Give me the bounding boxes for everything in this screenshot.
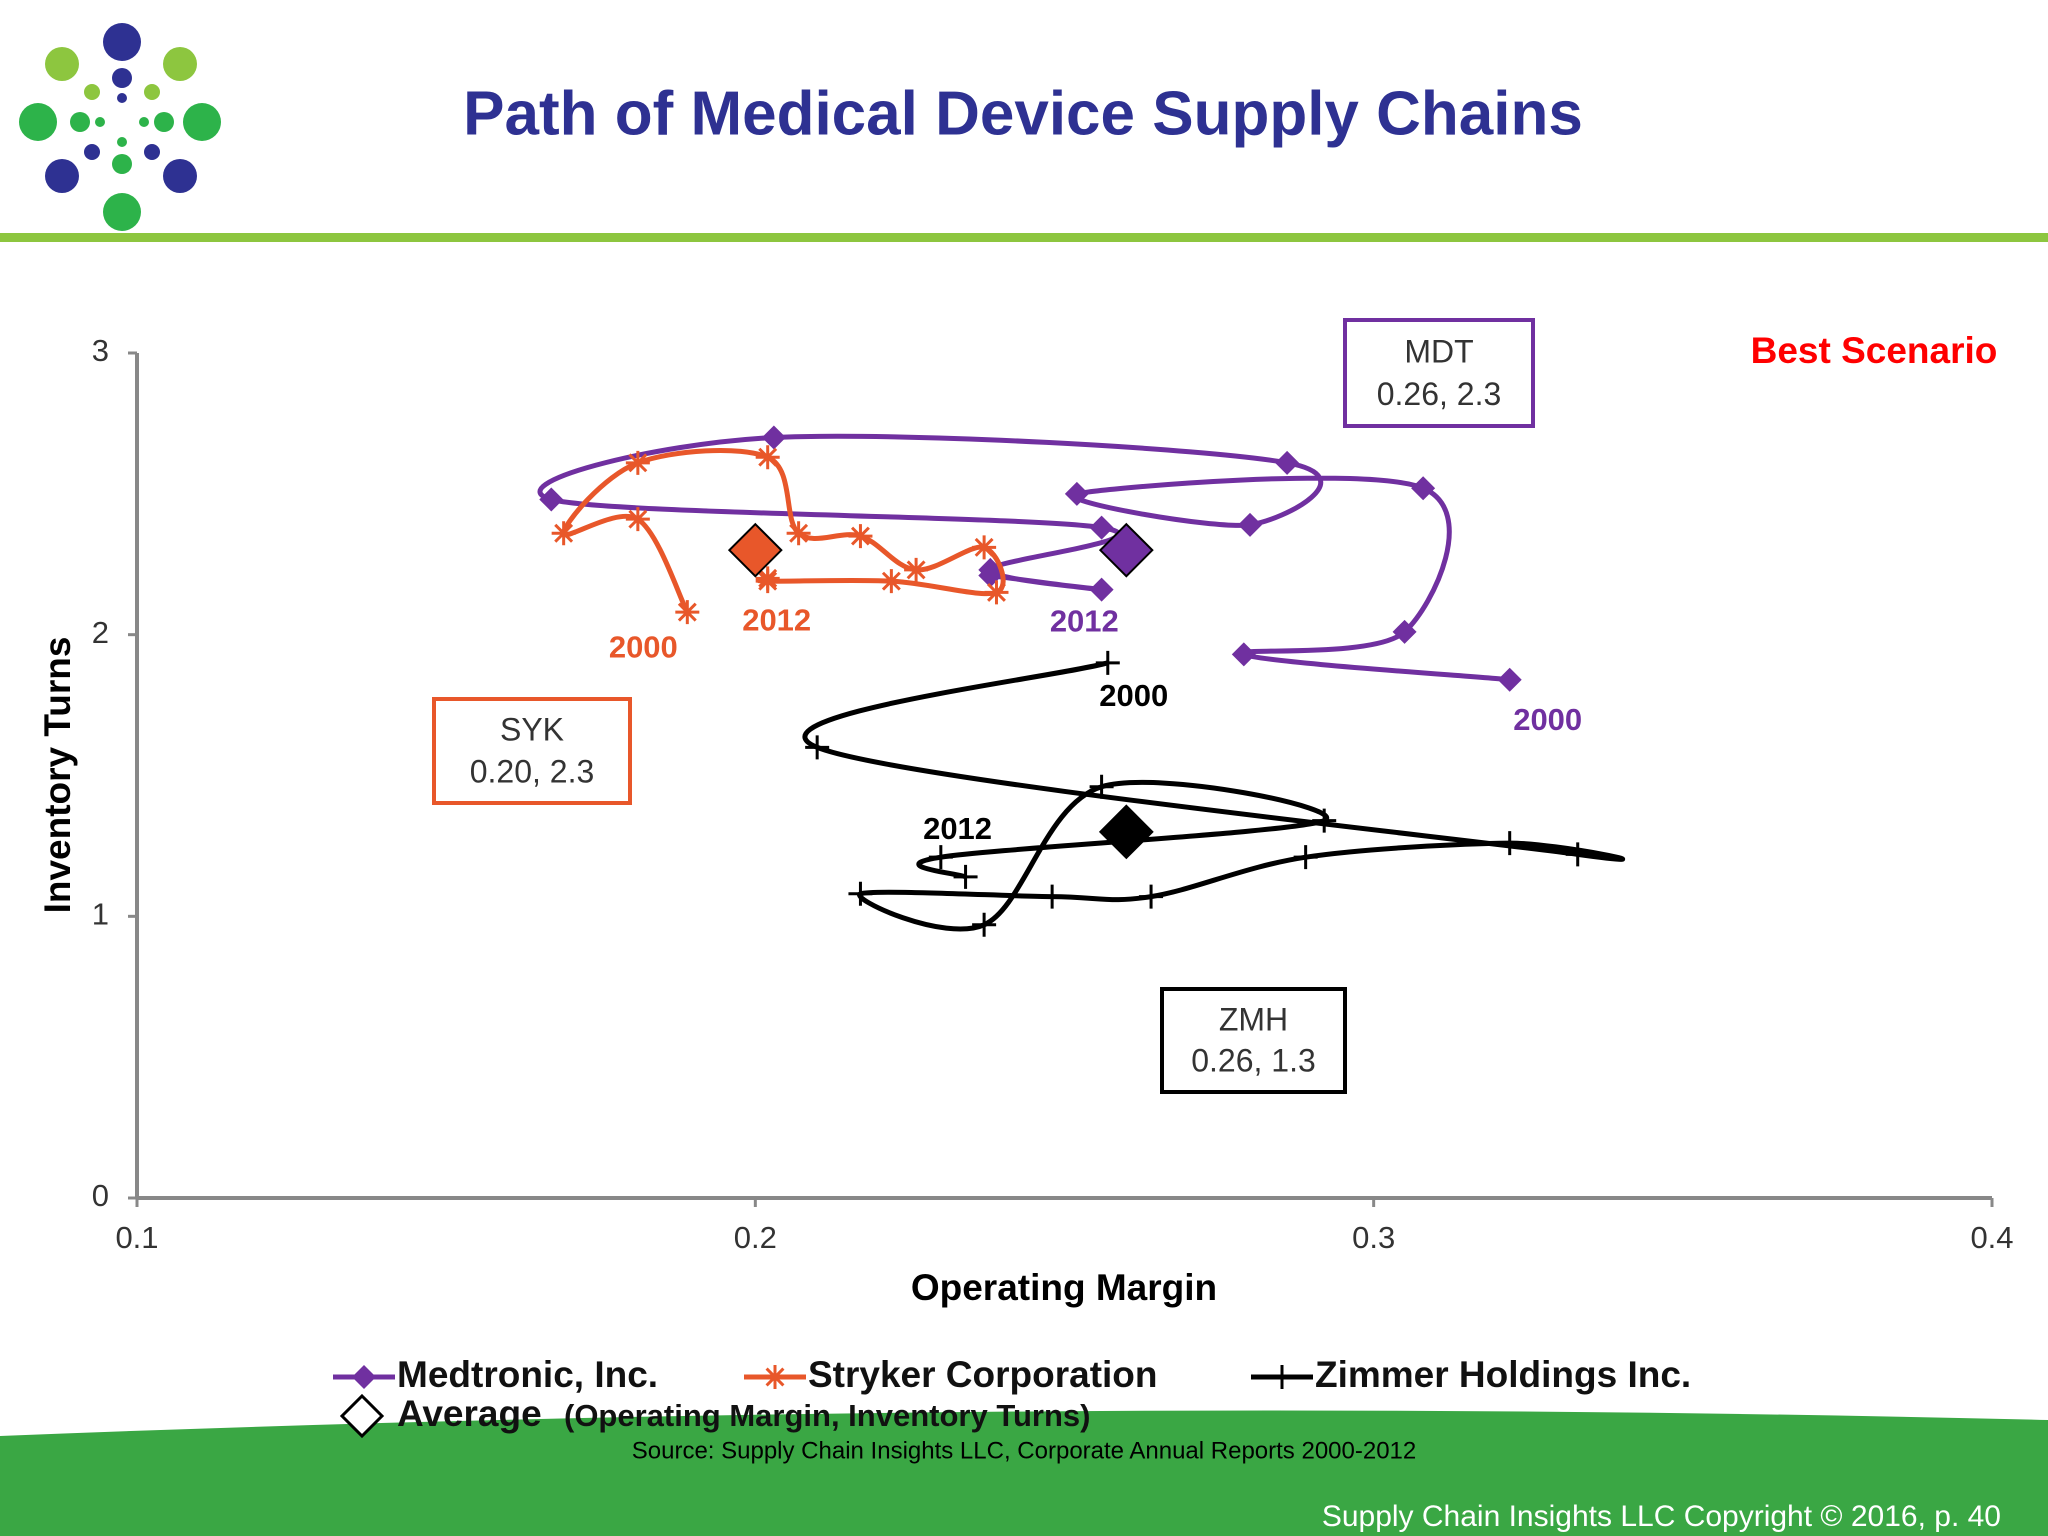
year-label: 2012 [742,603,811,638]
legend-label: Medtronic, Inc. [397,1354,658,1395]
year-label: 2000 [609,629,678,664]
marker [755,445,780,470]
marker [1392,619,1417,644]
copyright: Supply Chain Insights LLC Copyright © 20… [1322,1500,2001,1533]
marker [805,735,830,760]
legend-marker [763,1365,787,1389]
source-note: Source: Supply Chain Insights LLC, Corpo… [632,1437,1417,1464]
marker [928,845,953,870]
x-tick-label: 0.2 [734,1220,777,1255]
average-marker [1098,522,1154,578]
year-label: 2000 [1099,678,1168,713]
header-rule [0,233,2048,242]
callout-value: 0.26, 2.3 [1377,376,1502,412]
x-axis-title: Operating Margin [911,1267,1217,1308]
legend-marker [352,1365,376,1389]
year-label: 2012 [1050,604,1119,639]
marker [551,521,576,546]
legend-label: Zimmer Holdings Inc. [1315,1354,1691,1395]
y-tick-label: 3 [92,333,109,368]
callout-name: SYK [500,712,564,748]
y-tick-label: 1 [92,897,109,932]
marker [1275,450,1300,475]
marker [1231,642,1256,667]
marker [984,580,1009,605]
marker [1497,831,1522,856]
legend-label: Average [397,1393,542,1434]
legend-label: Stryker Corporation [808,1354,1158,1395]
marker [1565,842,1590,867]
logo [19,23,221,231]
marker [1089,774,1114,799]
marker [675,600,700,625]
marker [539,487,564,512]
x-tick-label: 0.1 [115,1220,158,1255]
marker [848,524,873,549]
marker [972,535,997,560]
marker [1064,481,1089,506]
legend-note: (Operating Margin, Inventory Turns) [564,1398,1090,1433]
marker [1411,476,1436,501]
marker [1089,577,1114,602]
callout-value: 0.26, 1.3 [1191,1043,1316,1079]
average-marker [727,522,783,578]
marker [904,557,929,582]
marker [1139,884,1164,909]
marker [761,425,786,450]
marker [786,521,811,546]
y-axis-title: Inventory Turns [37,637,78,914]
callout-box [1343,318,1535,428]
marker [755,566,780,591]
marker [625,450,650,475]
marker [848,881,873,906]
marker [972,912,997,937]
legend-average-marker [339,1393,385,1439]
marker [1040,884,1065,909]
marker [1312,808,1337,833]
annotation: Best Scenario [1751,330,1998,371]
marker [1095,650,1120,675]
callout-name: ZMH [1219,1001,1288,1037]
average-marker [1098,804,1154,860]
marker [1293,845,1318,870]
callout-box [1160,987,1347,1094]
marker [625,507,650,532]
callout-box [432,697,632,805]
slide-title: Path of Medical Device Supply Chains [463,79,1583,148]
legend-marker [1270,1365,1294,1389]
marker [879,569,904,594]
y-tick-label: 2 [92,615,109,650]
marker [1238,512,1262,537]
y-tick-label: 0 [92,1178,109,1213]
marker [953,864,978,889]
marker [1497,667,1522,692]
marker [1089,515,1114,540]
callout-value: 0.20, 2.3 [470,753,595,789]
x-tick-label: 0.4 [1970,1220,2013,1255]
footer-band [0,1410,2048,1536]
x-tick-label: 0.3 [1352,1220,1395,1255]
year-label: 2000 [1513,702,1582,737]
year-label: 2012 [923,811,992,846]
callout-name: MDT [1404,333,1473,369]
